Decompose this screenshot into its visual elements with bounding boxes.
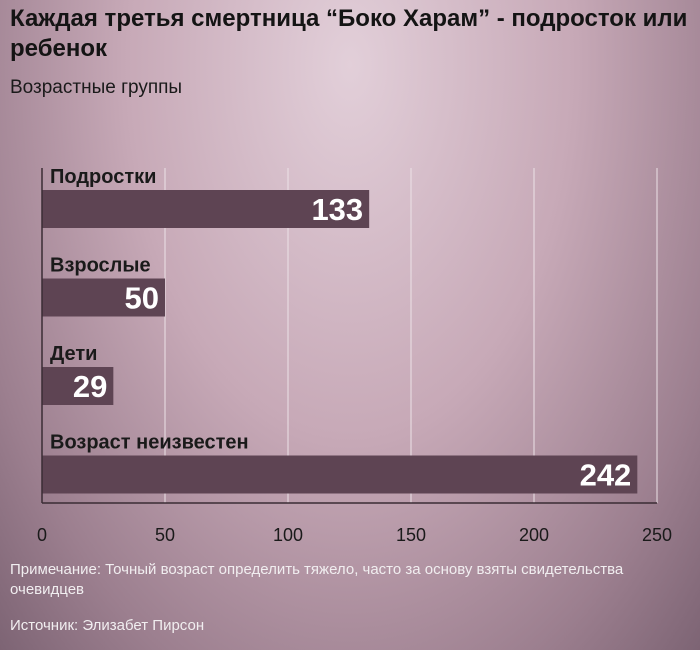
x-tick-label: 150: [396, 525, 426, 545]
value-label: 242: [580, 458, 632, 493]
value-labels: 133 50 29 242: [73, 192, 631, 493]
bar: [42, 190, 370, 228]
bars: [42, 190, 638, 494]
chart-note: Примечание: Точный возраст определить тя…: [10, 561, 624, 598]
x-tick-label: 50: [155, 525, 175, 545]
chart-title: Каждая третья смертница “Боко Харам” - п…: [10, 5, 688, 62]
x-tick-label: 100: [273, 525, 303, 545]
bar: [42, 367, 114, 405]
value-label: 29: [73, 369, 107, 404]
chart-source: Источник: Элизабет Пирсон: [10, 617, 205, 634]
value-label: 50: [125, 281, 159, 316]
category-label: Возраст неизвестен: [50, 432, 249, 454]
category-label: Взрослые: [50, 255, 151, 277]
category-labels: Подростки Взрослые Дети Возраст неизвестен: [50, 166, 249, 454]
x-axis: 0 50 100 150 200 250: [37, 168, 672, 545]
category-label: Подростки: [50, 166, 156, 188]
x-tick-label: 250: [642, 525, 672, 545]
x-tick-label: 200: [519, 525, 549, 545]
chart-subtitle: Возрастные группы: [10, 77, 183, 98]
x-tick-label: 0: [37, 525, 47, 545]
category-label: Дети: [50, 343, 97, 365]
value-label: 133: [311, 192, 363, 227]
bar: [42, 455, 638, 494]
bar: [42, 278, 165, 317]
